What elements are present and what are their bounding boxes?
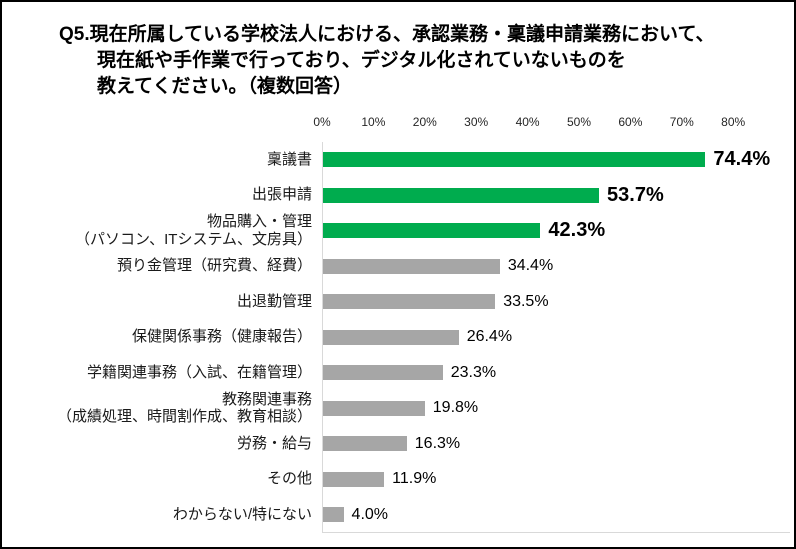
bar — [323, 400, 425, 416]
value-label: 33.5% — [503, 292, 549, 310]
category-label: 出退勤管理 — [57, 293, 322, 311]
bar-row: その他 11.9% — [57, 462, 790, 498]
category-label-line1: 預り金管理（研究費、経費） — [116, 257, 312, 275]
bar — [323, 258, 500, 274]
x-axis-tick-label: 50% — [566, 115, 592, 129]
category-label-line2: （成績処理、時間割作成、教育相談） — [57, 408, 313, 426]
x-axis-tick-label: 80% — [721, 115, 746, 129]
category-label: わからない/特にない — [57, 506, 322, 524]
bar-row: 稟議書 74.4% — [57, 142, 790, 178]
chart-title-line1: Q5.現在所属している学校法人における、承認業務・稟議申請業務において、 — [59, 24, 715, 45]
bar-row: 教務関連事務 （成績処理、時間割作成、教育相談） 19.8% — [57, 391, 790, 427]
value-label: 34.4% — [507, 257, 554, 275]
bar-track: 34.4% — [322, 249, 790, 285]
bar-row: 労務・給与 16.3% — [57, 426, 790, 462]
bar-track: 42.3% — [322, 213, 790, 249]
category-label: 出張申請 — [57, 186, 322, 204]
value-label: 26.4% — [466, 328, 513, 346]
category-label: 労務・給与 — [57, 435, 322, 453]
bar-track: 53.7% — [322, 178, 790, 214]
bar-row: 物品購入・管理 （パソコン、ITシステム、文房具） 42.3% — [57, 213, 790, 249]
value-label: 16.3% — [414, 434, 461, 452]
chart-title-line2: 現在紙や手作業で行っており、デジタル化されていないものを — [97, 50, 626, 71]
bar — [323, 223, 541, 239]
value-label: 11.9% — [392, 470, 437, 488]
category-label: 物品購入・管理 （パソコン、ITシステム、文房具） — [57, 213, 322, 248]
bar-row: 学籍関連事務（入試、在籍管理） 23.3% — [57, 355, 790, 391]
bar-track: 74.4% — [322, 142, 790, 178]
bar-track: 11.9% — [322, 462, 790, 498]
value-label: 19.8% — [432, 399, 479, 417]
category-label: 預り金管理（研究費、経費） — [57, 257, 322, 275]
bar — [323, 329, 459, 345]
x-axis-tick-label: 0% — [313, 115, 331, 129]
bar — [323, 507, 344, 523]
x-axis-tick-label: 20% — [412, 115, 437, 129]
value-label: 42.3% — [548, 219, 606, 242]
category-label: 稟議書 — [57, 151, 322, 169]
bar-track: 33.5% — [322, 284, 790, 320]
x-axis-tick-label: 40% — [515, 115, 540, 129]
bar-row: 預り金管理（研究費、経費） 34.4% — [57, 249, 790, 285]
bar-track: 26.4% — [322, 320, 790, 356]
bar-track: 23.3% — [322, 355, 790, 391]
category-label-line1: 出退勤管理 — [236, 292, 312, 310]
category-label: その他 — [57, 470, 322, 488]
bar — [323, 294, 496, 310]
category-label-line1: 出張申請 — [251, 186, 312, 204]
category-label-line2: （パソコン、ITシステム、文房具） — [75, 230, 312, 248]
x-axis-tick-label: 10% — [361, 115, 386, 129]
x-axis-tick-label: 70% — [669, 115, 694, 129]
x-axis-baseline — [322, 532, 790, 533]
bar-row: 出退勤管理 33.5% — [57, 284, 790, 320]
bar-row: 出張申請 53.7% — [57, 178, 790, 214]
value-label: 53.7% — [607, 183, 664, 206]
category-label-line1: その他 — [266, 470, 312, 488]
value-label: 23.3% — [450, 363, 497, 381]
bar — [323, 436, 407, 452]
category-label: 教務関連事務 （成績処理、時間割作成、教育相談） — [57, 391, 322, 426]
category-label-line1: 労務・給与 — [236, 434, 312, 452]
bar-rows: 稟議書 74.4% 出張申請 53.7% 物品購入・管理 （パソコン、ITシステ… — [57, 142, 790, 533]
bar-chart: 0% 10% 20% 30% 40% 50% 60% 70% 80% 稟議書 74.4% 出張申… — [57, 110, 790, 533]
bar-track: 19.8% — [322, 391, 790, 427]
category-label-line1: わからない/特にない — [172, 505, 312, 523]
chart-title-line3: 教えてください。（複数回答） — [97, 76, 352, 97]
bar — [323, 471, 385, 487]
bar — [323, 365, 443, 381]
category-label-line1: 学籍関連事務（入試、在籍管理） — [86, 363, 312, 381]
category-label: 学籍関連事務（入試、在籍管理） — [57, 364, 322, 382]
bar-track: 4.0% — [322, 497, 790, 533]
value-label: 4.0% — [351, 505, 389, 523]
chart-title: Q5.現在所属している学校法人における、承認業務・稟議申請業務において、 現在紙… — [59, 22, 715, 100]
category-label-line1: 稟議書 — [266, 150, 312, 168]
category-label-line1: 教務関連事務 — [221, 390, 312, 408]
x-axis-tick-label: 60% — [618, 115, 643, 129]
category-label: 保健関係事務（健康報告） — [57, 328, 322, 346]
value-label: 74.4% — [713, 148, 771, 171]
category-label-line1: 保健関係事務（健康報告） — [131, 328, 312, 346]
x-axis: 0% 10% 20% 30% 40% 50% 60% 70% 80% — [313, 110, 790, 136]
bar-row: 保健関係事務（健康報告） 26.4% — [57, 320, 790, 356]
x-axis-tick-label: 30% — [464, 115, 489, 129]
y-axis-line — [322, 142, 323, 533]
bar-row: わからない/特にない 4.0% — [57, 497, 790, 533]
category-label-line1: 物品購入・管理 — [206, 213, 312, 231]
bar — [323, 187, 600, 203]
bar-track: 16.3% — [322, 426, 790, 462]
bar — [323, 152, 706, 168]
